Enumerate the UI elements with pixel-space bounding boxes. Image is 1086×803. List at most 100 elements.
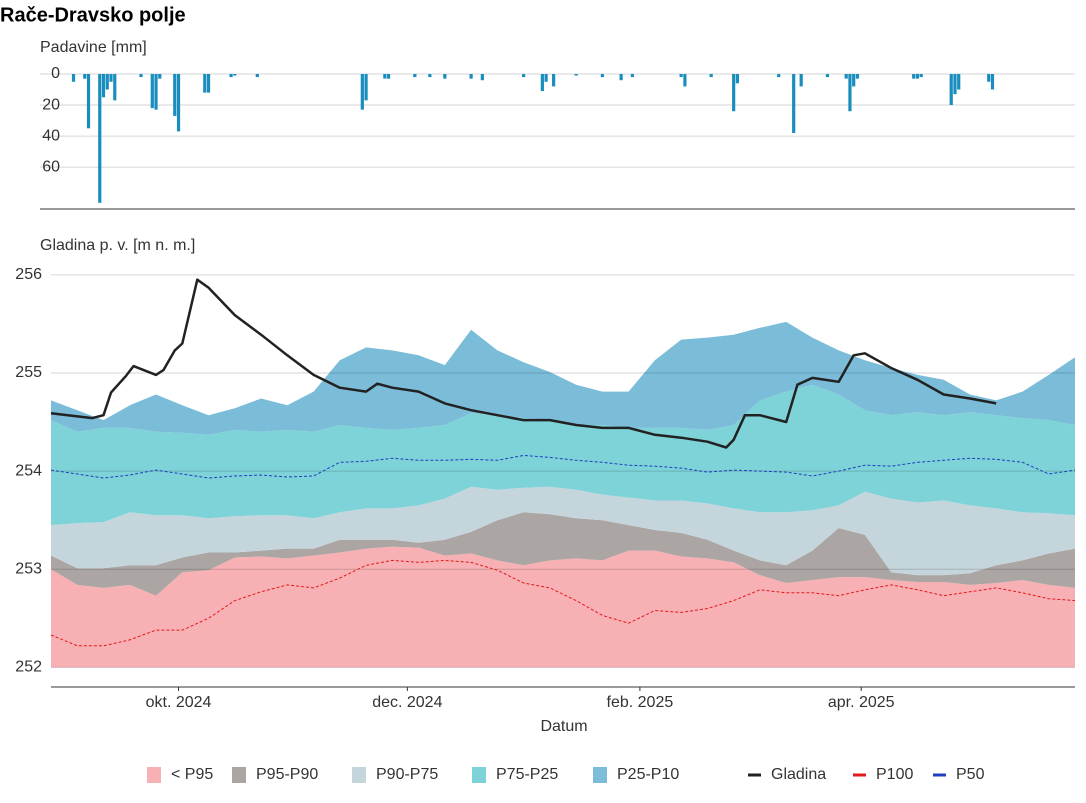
bar xyxy=(777,74,781,78)
legend-item: < P95 xyxy=(147,766,213,783)
legend-label: P50 xyxy=(956,766,985,783)
bar xyxy=(630,74,634,78)
legend-label: < P95 xyxy=(171,766,213,783)
bar xyxy=(154,74,158,110)
bar xyxy=(383,74,387,79)
chart-title: Rače-Dravsko polje xyxy=(0,4,186,26)
bar xyxy=(709,74,713,78)
y-tick-label: 0 xyxy=(51,65,60,82)
bar xyxy=(360,74,364,110)
legend-item: P25-P10 xyxy=(593,766,679,783)
y-tick-label: 253 xyxy=(15,560,42,577)
legend-swatch xyxy=(352,767,366,783)
bar xyxy=(173,74,177,116)
bar xyxy=(113,74,117,101)
legend-item: P95-P90 xyxy=(232,766,318,783)
bar xyxy=(364,74,368,101)
bar xyxy=(86,74,91,129)
band-area xyxy=(51,321,1075,435)
bar xyxy=(229,74,233,78)
bar xyxy=(233,74,237,76)
bar xyxy=(679,74,683,78)
bar xyxy=(540,74,544,92)
bar xyxy=(915,74,920,79)
bar xyxy=(443,74,447,79)
bar xyxy=(413,74,417,78)
bar xyxy=(619,74,623,81)
bar xyxy=(101,74,106,98)
bar xyxy=(158,74,162,79)
y-tick-label: 255 xyxy=(15,364,42,381)
bar xyxy=(71,74,76,82)
bar xyxy=(987,74,991,82)
y-tick-label: 60 xyxy=(42,158,60,175)
level-line xyxy=(50,278,997,449)
y-tick-label: 254 xyxy=(15,462,42,479)
band-area xyxy=(51,384,1075,526)
y-tick-label: 256 xyxy=(15,266,42,283)
bar xyxy=(799,74,803,87)
legend-label: P25-P10 xyxy=(617,766,679,783)
bar xyxy=(109,74,113,82)
bar xyxy=(600,74,604,78)
bar xyxy=(203,74,207,93)
bar xyxy=(683,74,687,87)
bar xyxy=(792,74,796,133)
bar xyxy=(732,74,736,112)
bar xyxy=(855,74,860,79)
bar xyxy=(852,74,856,87)
x-tick-label: feb. 2025 xyxy=(607,694,674,711)
bar xyxy=(957,74,961,90)
bar xyxy=(825,74,830,78)
band-area xyxy=(51,546,1075,668)
bar xyxy=(848,74,852,112)
band-area xyxy=(51,486,1075,576)
bar xyxy=(206,74,211,93)
bar xyxy=(735,74,740,84)
bar xyxy=(386,74,391,79)
legend-label: P100 xyxy=(876,766,913,783)
x-tick-label: dec. 2024 xyxy=(372,694,442,711)
bar xyxy=(953,74,957,95)
legend-item: P50 xyxy=(933,766,985,783)
bar xyxy=(844,74,848,79)
bar xyxy=(83,74,87,79)
legend-swatch xyxy=(593,767,607,783)
legend-swatch xyxy=(147,767,161,783)
bar xyxy=(949,74,953,106)
bar xyxy=(552,74,556,87)
x-tick-label: okt. 2024 xyxy=(146,694,212,711)
y-tick-label: 40 xyxy=(42,127,60,144)
legend-label: Gladina xyxy=(771,766,826,783)
legend-item: P100 xyxy=(853,766,913,783)
bar xyxy=(176,74,181,132)
y-tick-label: 20 xyxy=(42,96,60,113)
bar xyxy=(574,74,578,76)
x-tick-label: apr. 2025 xyxy=(828,694,895,711)
legend-swatch xyxy=(472,767,486,783)
bar xyxy=(255,74,259,78)
reference-line xyxy=(50,559,1076,647)
bar xyxy=(150,74,154,109)
y-tick-label: 252 xyxy=(15,659,42,676)
bar xyxy=(139,74,143,78)
legend-swatch xyxy=(232,767,246,783)
bar xyxy=(469,74,473,79)
legend-label: P95-P90 xyxy=(256,766,318,783)
legend-item: Gladina xyxy=(748,766,826,783)
bar xyxy=(912,74,916,79)
bar xyxy=(98,74,102,203)
bar xyxy=(544,74,548,82)
bar xyxy=(480,74,484,81)
bar xyxy=(522,74,526,78)
bar xyxy=(105,74,109,90)
bar xyxy=(919,74,923,78)
y-axis-title: Padavine [mm] xyxy=(40,39,147,56)
legend-item: P75-P25 xyxy=(472,766,558,783)
x-axis-title: Datum xyxy=(540,718,587,735)
legend-label: P75-P25 xyxy=(496,766,558,783)
y-axis-title: Gladina p. v. [m n. m.] xyxy=(40,237,195,254)
legend-item: P90-P75 xyxy=(352,766,438,783)
bar xyxy=(990,74,995,90)
